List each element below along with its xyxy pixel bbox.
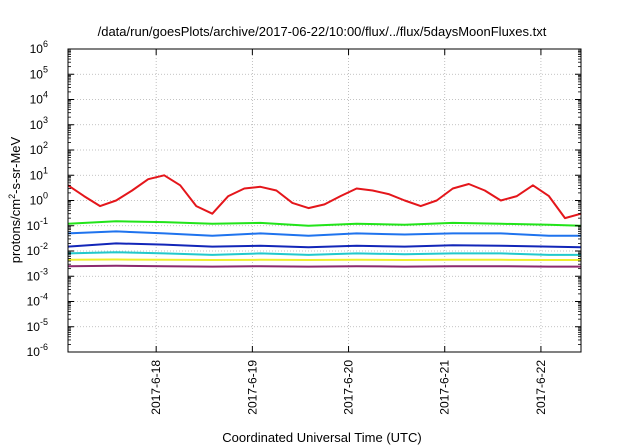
y-axis-label-main: protons/cm bbox=[8, 199, 23, 263]
x-tick-label: 2017-6-18 bbox=[149, 360, 163, 415]
y-tick-label: 106 bbox=[30, 39, 48, 56]
x-tick-label: 2017-6-20 bbox=[342, 360, 356, 415]
x-tick-labels: 2017-6-18 2017-6-19 2017-6-20 2017-6-21 2017… bbox=[149, 360, 548, 415]
y-axis-label-suffix: -s-sr-MeV bbox=[8, 136, 23, 193]
y-tick-label: 10-5 bbox=[27, 317, 48, 334]
series-line-4 bbox=[67, 242, 582, 249]
y-tick-label: 10-4 bbox=[27, 292, 48, 309]
y-tick-label: 10-6 bbox=[27, 342, 48, 359]
y-tick-label: 10-2 bbox=[27, 241, 48, 258]
y-tick-labels: 10-6 10-5 10-4 10-3 10-2 10-1 100 101 102 103 104 1… bbox=[27, 39, 48, 359]
grid-lines bbox=[68, 49, 581, 352]
y-axis-label-exponent: 2 bbox=[7, 194, 17, 199]
series-line-7 bbox=[67, 264, 581, 268]
x-tick-label: 2017-6-19 bbox=[245, 360, 259, 415]
y-tick-label: 100 bbox=[30, 191, 48, 208]
series-group bbox=[67, 174, 582, 268]
y-tick-label: 104 bbox=[30, 90, 48, 107]
y-tick-label: 103 bbox=[30, 115, 48, 132]
chart-title: /data/run/goesPlots/archive/2017-06-22/1… bbox=[98, 24, 547, 39]
series-line-1 bbox=[67, 174, 582, 220]
tick-marks bbox=[68, 48, 581, 353]
x-tick-label: 2017-6-22 bbox=[534, 360, 548, 415]
y-tick-label: 105 bbox=[30, 64, 48, 81]
series-line-3 bbox=[67, 230, 581, 237]
x-tick-label: 2017-6-21 bbox=[438, 360, 452, 415]
y-tick-label: 102 bbox=[30, 140, 48, 157]
y-tick-label: 101 bbox=[30, 165, 48, 182]
y-tick-label: 10-3 bbox=[27, 266, 48, 283]
y-tick-label: 10-1 bbox=[27, 216, 48, 233]
series-line-5 bbox=[67, 251, 581, 256]
x-axis-label: Coordinated Universal Time (UTC) bbox=[222, 430, 421, 445]
series-line-6 bbox=[67, 258, 581, 261]
y-axis-label: protons/cm2-s-sr-MeV bbox=[7, 136, 23, 263]
series-line-2 bbox=[67, 220, 582, 227]
